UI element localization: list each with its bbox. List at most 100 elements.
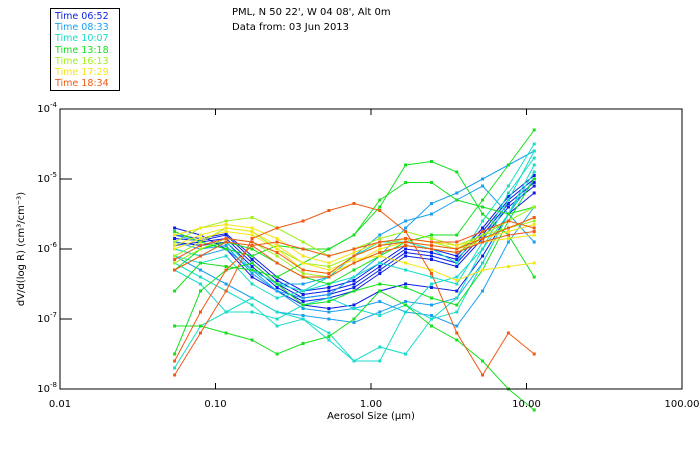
data-point — [506, 212, 510, 216]
chart-title: PML, N 50 22', W 04 08', Alt 0m — [232, 7, 391, 18]
data-point — [327, 282, 331, 286]
data-point — [199, 289, 202, 293]
data-point — [506, 331, 510, 335]
data-point — [455, 324, 459, 328]
data-point — [250, 237, 254, 240]
data-point — [173, 230, 177, 233]
data-point — [275, 296, 279, 300]
data-point — [506, 226, 510, 230]
y-tick-label: 10-4 — [37, 101, 57, 115]
data-point — [404, 244, 408, 247]
data-point — [301, 314, 305, 317]
data-point — [275, 286, 279, 289]
legend-item: Time 10:07 — [55, 33, 109, 45]
data-point — [250, 247, 254, 251]
data-point — [327, 293, 331, 296]
data-point — [378, 272, 382, 275]
data-point — [430, 286, 433, 289]
data-point — [352, 254, 356, 258]
data-point — [352, 275, 356, 279]
x-tick-label: 1.00 — [360, 399, 382, 410]
legend-item: Time 18:34 — [55, 78, 109, 90]
data-point — [430, 324, 433, 328]
legend: Time 06:52 Time 08:33 Time 10:07 Time 13:18… — [50, 8, 120, 91]
data-point — [173, 268, 177, 272]
data-point — [250, 272, 254, 275]
data-point — [378, 268, 382, 272]
x-tick-label: 10.00 — [512, 399, 541, 410]
data-point — [404, 352, 408, 356]
data-point — [250, 296, 254, 300]
data-point — [430, 212, 433, 216]
data-point — [327, 272, 331, 275]
data-point — [532, 219, 536, 223]
data-point — [455, 233, 459, 237]
data-point — [327, 261, 331, 265]
data-point — [430, 160, 433, 163]
data-point — [430, 237, 433, 240]
data-point — [224, 254, 228, 258]
data-point — [378, 261, 382, 265]
data-point — [532, 191, 536, 195]
data-point — [301, 272, 305, 275]
data-point — [430, 282, 433, 286]
data-point — [199, 324, 202, 328]
data-point — [532, 261, 536, 265]
data-point — [404, 247, 408, 251]
data-point — [404, 219, 408, 223]
data-point — [327, 310, 331, 314]
data-point — [173, 289, 177, 293]
data-point — [301, 293, 305, 296]
data-point — [404, 303, 408, 307]
data-point — [301, 275, 305, 279]
data-point — [481, 205, 485, 209]
data-point — [250, 338, 254, 342]
data-point — [455, 279, 459, 282]
data-point — [481, 289, 485, 293]
data-point — [430, 317, 433, 321]
data-point — [455, 191, 459, 195]
data-point — [532, 181, 536, 184]
data-point — [430, 247, 433, 251]
data-point — [173, 237, 177, 240]
x-tick-label: 0.01 — [49, 399, 71, 410]
data-point — [199, 282, 202, 286]
data-point — [327, 247, 331, 251]
data-point — [532, 156, 536, 160]
data-point — [199, 226, 202, 230]
data-point — [506, 195, 510, 198]
data-point — [301, 317, 305, 321]
data-point — [481, 233, 485, 237]
data-point — [378, 247, 382, 251]
data-point — [275, 244, 279, 247]
data-point — [404, 254, 408, 258]
data-point — [224, 244, 228, 247]
data-point — [352, 258, 356, 261]
data-point — [532, 170, 536, 174]
data-point — [506, 191, 510, 195]
data-point — [327, 300, 331, 303]
data-point — [199, 240, 202, 244]
data-point — [455, 247, 459, 251]
data-point — [301, 282, 305, 286]
data-point — [404, 268, 408, 272]
data-point — [250, 216, 254, 219]
data-point — [532, 226, 536, 230]
data-point — [275, 226, 279, 230]
data-point — [455, 265, 459, 268]
data-point — [275, 237, 279, 240]
data-point — [301, 247, 305, 251]
data-point — [301, 261, 305, 265]
data-point — [173, 366, 177, 370]
data-point — [532, 163, 536, 167]
data-point — [275, 279, 279, 282]
data-point — [327, 275, 331, 279]
data-point — [378, 265, 382, 268]
data-point — [378, 289, 382, 293]
data-point — [199, 261, 202, 265]
data-point — [430, 254, 433, 258]
data-point — [532, 174, 536, 177]
series-line — [174, 160, 535, 292]
data-point — [327, 265, 331, 268]
data-point — [455, 254, 459, 258]
